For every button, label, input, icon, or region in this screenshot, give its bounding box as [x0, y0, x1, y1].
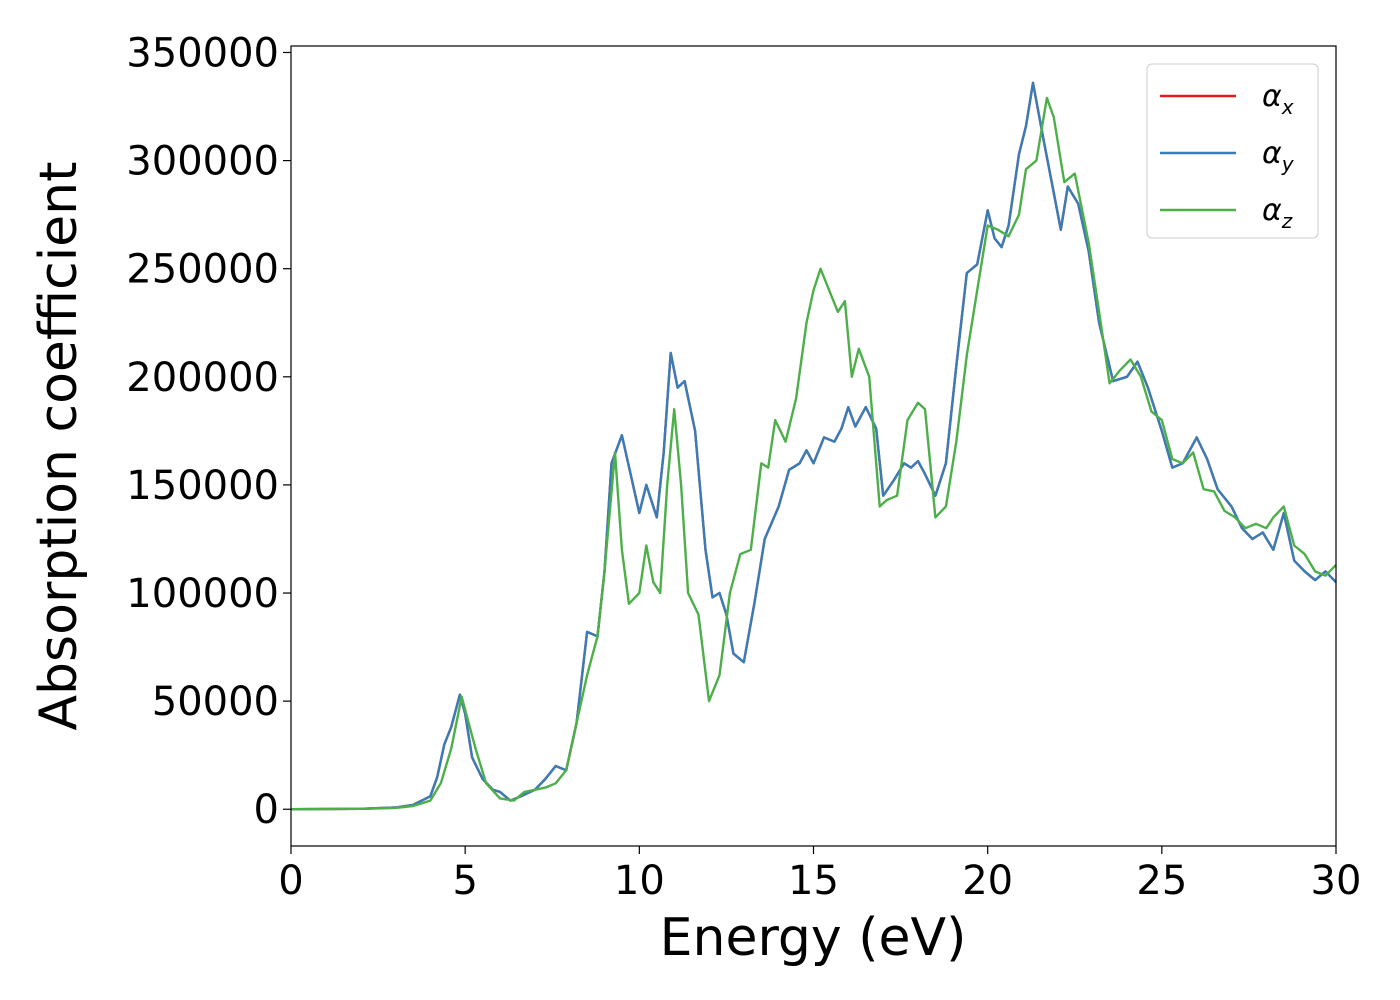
x-tick-label: 25	[1136, 858, 1187, 904]
x-axis: 0 5 10 15 20 25 30	[278, 846, 1361, 904]
legend-label-x: αx	[1262, 79, 1294, 119]
legend-label-z: αz	[1262, 193, 1293, 233]
y-tick-label: 250000	[126, 247, 279, 293]
series-line-z	[290, 96, 1337, 811]
y-tick-label: 0	[254, 787, 279, 833]
y-tick-label: 150000	[126, 463, 279, 509]
x-tick-label: 5	[452, 858, 477, 904]
y-tick-label: 300000	[126, 139, 279, 185]
y-tick-label: 50000	[152, 679, 279, 725]
legend-box	[1146, 63, 1319, 239]
x-tick-label: 30	[1311, 858, 1362, 904]
x-tick-label: 20	[962, 858, 1013, 904]
y-tick-label: 200000	[126, 355, 279, 401]
legend-label-y: αy	[1262, 136, 1295, 176]
x-tick-label: 0	[278, 858, 303, 904]
y-tick-label: 100000	[126, 571, 279, 617]
y-axis-title: Absorption coefficient	[29, 161, 89, 730]
x-tick-label: 10	[614, 858, 665, 904]
legend: αx αy αz	[1146, 63, 1319, 239]
plot-lines	[290, 81, 1337, 811]
x-axis-title: Energy (eV)	[660, 908, 967, 968]
y-tick-label: 350000	[126, 30, 279, 76]
series-line-y	[290, 81, 1337, 811]
y-axis: 0 50000 100000 150000 200000 250000 300000 3500…	[126, 30, 291, 833]
x-tick-label: 15	[788, 858, 839, 904]
